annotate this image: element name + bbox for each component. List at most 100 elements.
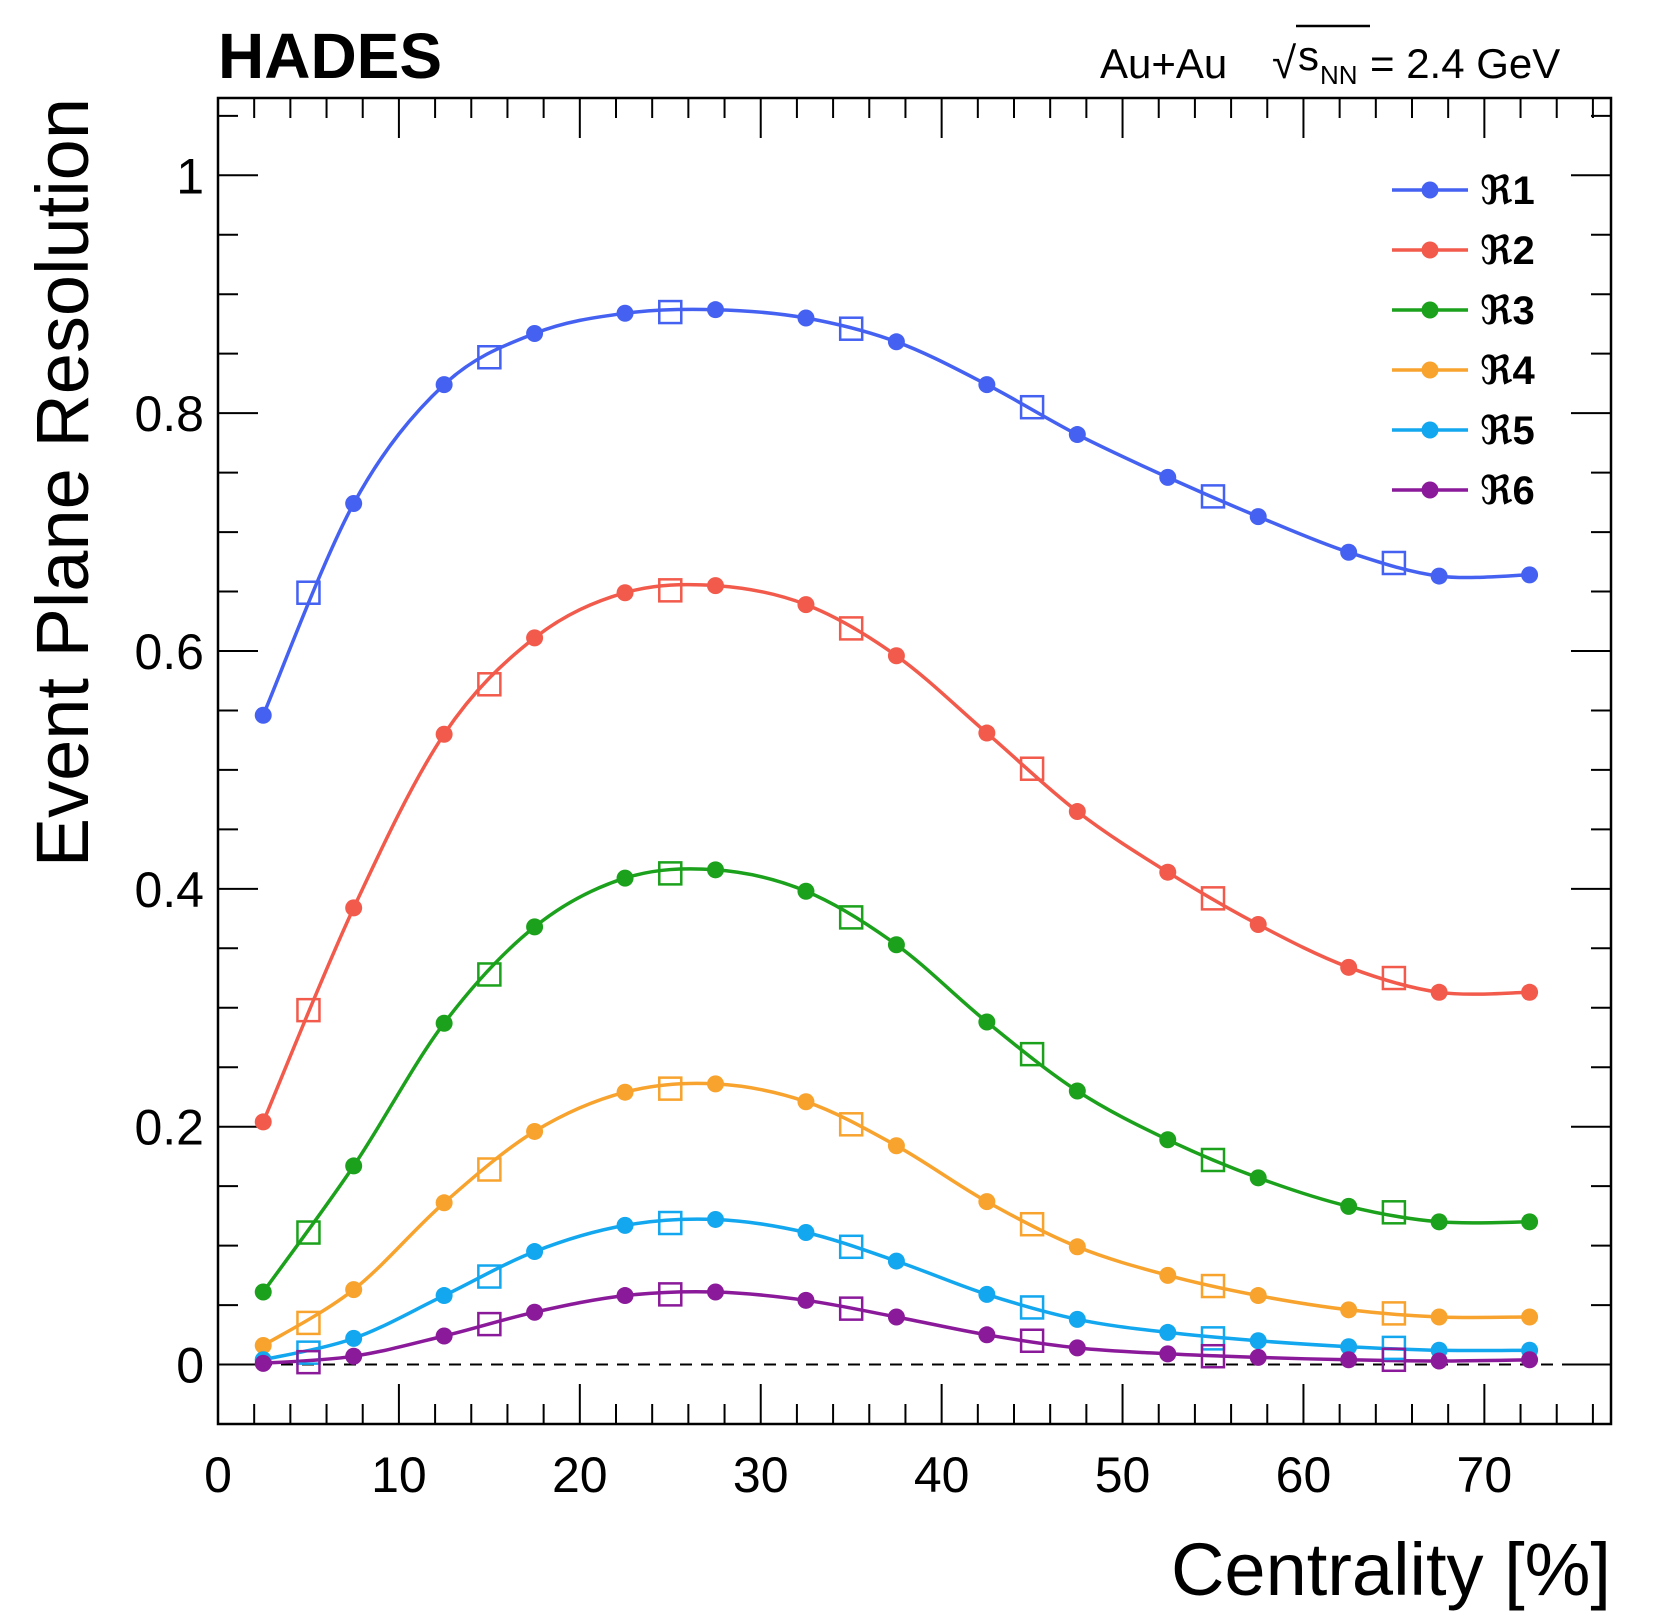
open-data-point-2: [838, 616, 864, 641]
data-point-4: [616, 1083, 634, 1101]
data-point-3: [345, 1157, 363, 1175]
data-point-5: [978, 1285, 996, 1303]
data-point-6: [978, 1326, 996, 1344]
data-point-2: [435, 725, 453, 743]
data-point-3: [1521, 1213, 1539, 1231]
open-data-point-3: [658, 861, 683, 886]
open-data-point-6: [658, 1282, 683, 1307]
axis-ticks: [217, 98, 1611, 1425]
data-point-4: [1340, 1301, 1358, 1319]
open-data-point-2: [1381, 965, 1407, 991]
open-data-point-4: [658, 1076, 683, 1101]
data-point-6: [1340, 1351, 1358, 1369]
data-point-1: [1249, 508, 1267, 526]
data-point-5: [1068, 1310, 1086, 1328]
data-point-1: [526, 324, 544, 342]
x-tick-label: 0: [204, 1447, 232, 1503]
data-point-2: [707, 577, 724, 595]
y-tick-label: 0.6: [134, 624, 204, 680]
data-point-3: [887, 936, 905, 954]
open-data-point-2: [296, 997, 321, 1023]
open-data-point-3: [1381, 1200, 1407, 1225]
data-point-4: [1430, 1308, 1448, 1326]
x-tick-label: 60: [1276, 1447, 1332, 1503]
x-tick-labels: 0 10 20 30 40 50 60 70: [204, 1447, 1512, 1503]
legend: ℜ1 ℜ2 ℜ3 ℜ4 ℜ5 ℜ6: [1392, 169, 1536, 513]
data-point-3: [526, 918, 544, 936]
data-point-2: [1068, 803, 1086, 821]
legend-marker-2: [1421, 241, 1439, 259]
open-data-point-1: [477, 345, 502, 370]
system-prefix: Au+Au: [1100, 40, 1227, 87]
open-data-point-5: [658, 1210, 683, 1236]
data-point-6: [1068, 1339, 1086, 1357]
data-point-3: [1249, 1169, 1267, 1187]
data-point-2: [978, 724, 996, 742]
data-point-3: [1068, 1082, 1086, 1100]
data-point-1: [345, 495, 363, 513]
data-point-5: [887, 1252, 905, 1270]
data-point-1: [887, 333, 905, 351]
system-suffix: = 2.4 GeV: [1370, 40, 1560, 87]
open-data-point-2: [477, 672, 502, 697]
y-tick-label: 0: [176, 1338, 204, 1394]
data-point-6: [254, 1354, 272, 1372]
legend-label-6: ℜ6: [1480, 469, 1535, 513]
data-point-3: [616, 869, 634, 887]
data-point-2: [1249, 916, 1267, 934]
data-point-6: [526, 1303, 544, 1321]
data-point-5: [526, 1243, 544, 1261]
data-point-6: [616, 1287, 634, 1305]
open-data-point-6: [1200, 1343, 1226, 1369]
data-point-2: [797, 596, 815, 614]
open-data-point-4: [1200, 1273, 1226, 1299]
data-point-2: [526, 629, 544, 647]
data-point-3: [797, 882, 815, 900]
open-data-point-6: [1019, 1328, 1045, 1354]
open-data-point-5: [838, 1234, 864, 1260]
data-point-4: [1521, 1308, 1539, 1326]
legend-marker-1: [1421, 181, 1439, 199]
open-data-point-6: [1381, 1347, 1407, 1373]
open-data-point-5: [1200, 1326, 1226, 1351]
data-point-5: [1159, 1323, 1177, 1341]
data-point-5: [1249, 1332, 1267, 1350]
data-point-1: [1430, 567, 1448, 585]
y-tick-label: 0.8: [134, 386, 204, 442]
x-tick-label: 10: [371, 1447, 427, 1503]
legend-marker-3: [1421, 301, 1439, 319]
open-data-point-4: [477, 1157, 502, 1182]
x-tick-label: 70: [1457, 1447, 1513, 1503]
data-point-5: [1340, 1338, 1358, 1356]
open-data-point-1: [1200, 484, 1226, 509]
data-point-5: [616, 1216, 634, 1234]
data-point-2: [345, 899, 363, 917]
data-point-5: [345, 1329, 363, 1347]
data-point-1: [1159, 468, 1177, 486]
plot-frame: [216, 96, 1613, 1426]
data-point-5: [435, 1287, 453, 1305]
data-point-6: [1249, 1348, 1267, 1366]
system-s: s: [1298, 32, 1319, 79]
data-point-4: [1159, 1266, 1177, 1284]
data-point-3: [707, 861, 724, 879]
data-point-4: [1068, 1238, 1086, 1256]
data-point-5: [707, 1210, 724, 1228]
open-data-point-1: [296, 580, 321, 605]
open-data-point-4: [838, 1112, 864, 1137]
open-data-point-5: [477, 1264, 502, 1289]
data-point-6: [1430, 1352, 1448, 1370]
data-point-2: [887, 647, 905, 665]
open-data-point-2: [1200, 886, 1226, 911]
data-point-4: [797, 1093, 815, 1111]
open-data-point-3: [296, 1220, 321, 1245]
sqrt-symbol: √: [1272, 39, 1297, 88]
data-point-1: [978, 376, 996, 394]
legend-label-5: ℜ5: [1480, 409, 1535, 453]
data-point-3: [1159, 1131, 1177, 1149]
data-point-2: [254, 1113, 272, 1131]
y-axis-title: Event Plane Resolution: [21, 98, 104, 867]
data-point-4: [254, 1337, 272, 1355]
